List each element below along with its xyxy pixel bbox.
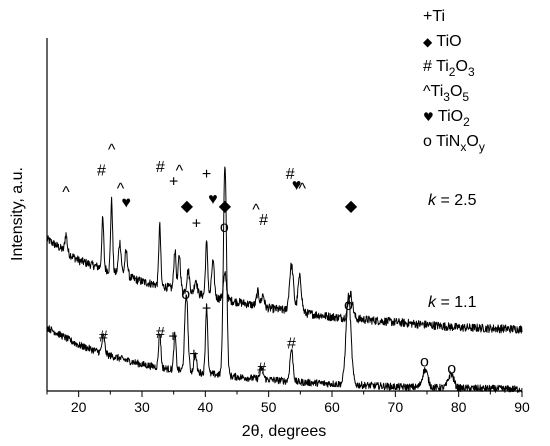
peak-marker: # [287,336,296,353]
peak-markers: ^#^^♥#+^◆++♥ ◆ ^##♥^◆# # +o++o##oo o [62,141,456,377]
legend-entry: o TiNx​Oy​ [423,133,485,154]
svg-text:o TiNx​Oy​: o TiNx​Oy​ [423,133,485,154]
peak-marker: # [99,329,108,346]
peak-marker: # [257,360,266,377]
x-tick-label: 20 [71,399,87,415]
peak-marker: # [156,159,165,176]
legend-formula-part: O [450,83,462,100]
legend-symbol: ◆ [423,35,433,49]
peak-marker: o [344,297,353,314]
legend-formula-part: TiO [438,108,463,125]
x-tick-label: 90 [514,399,530,415]
peak-marker: ♥ [208,191,218,208]
series-layer [46,166,523,393]
x-tick-label: 80 [451,399,467,415]
series-line-0 [46,196,523,334]
legend-symbol: # [423,58,432,75]
peak-marker: # [259,212,268,229]
svg-text:♥ TiO2​: ♥ TiO2​ [423,108,470,129]
legend-symbol: + [423,8,432,25]
peak-marker: # [286,166,295,183]
legend-formula-part: O [466,133,478,150]
x-tick-label: 50 [261,399,277,415]
legend-formula-part: 2 [463,115,470,129]
legend: +Ti◆ TiO# Ti2​O3​^Ti3​O5​♥ TiO2​o TiNx​O… [423,8,485,154]
svg-text:+Ti: +Ti [423,8,445,25]
svg-text:◆ TiO: ◆ TiO [423,33,462,50]
legend-formula-part: x [460,140,466,154]
peak-marker: ^ [176,163,184,180]
peak-marker: ^ [252,202,260,219]
peak-marker: ♥ [121,194,131,211]
legend-symbol: ♥ [423,110,434,124]
peak-marker: + [192,216,201,233]
legend-entry: ♥ TiO2​ [423,108,470,129]
svg-text:^Ti3​O5​: ^Ti3​O5​ [423,83,469,104]
legend-entry: +Ti [423,8,445,25]
legend-formula-part: Ti [432,8,445,25]
peak-marker: ^ [62,184,70,201]
legend-formula-part: TiO [436,33,461,50]
legend-entry: # Ti2​O3​ [423,58,475,79]
axes [46,38,522,392]
peak-marker: ♥ [292,177,302,194]
x-tick-label: 40 [198,399,214,415]
series-label: k = 2.5 [428,192,477,209]
x-ticks: 20 30 40 50 60 70 80 90 [46,391,530,415]
peak-marker: ^ [117,180,125,197]
peak-marker: # [97,163,106,180]
legend-formula-part: 2 [449,65,456,79]
peak-marker: ◆ [219,198,232,215]
series-line-1 [46,166,523,393]
peak-marker: + [168,329,177,346]
legend-formula-part: Ti [431,83,444,100]
peak-marker: + [189,346,198,363]
y-axis-label: Intensity, a.u. [9,167,26,261]
legend-formula-part: 3 [443,90,450,104]
x-tick-label: 70 [388,399,404,415]
legend-formula-part: TiN [436,133,460,150]
x-tick-label: 60 [324,399,340,415]
svg-text:# Ti2​O3​: # Ti2​O3​ [423,58,475,79]
peak-marker: o [181,286,190,303]
legend-entry: ◆ TiO [423,33,462,50]
peak-marker: ◆ [345,198,358,215]
legend-symbol: ^ [423,83,431,100]
x-axis-label: 2θ, degrees [242,423,327,440]
peak-marker: ^ [298,180,306,197]
series-label: k = 1.1 [428,294,477,311]
peak-marker: + [169,173,178,190]
legend-entry: ^Ti3​O5​ [423,83,469,104]
legend-formula-part: 5 [462,90,469,104]
peak-marker: o [220,219,229,236]
legend-formula-part: Ti [436,58,449,75]
legend-formula-part: y [479,140,485,154]
x-tick-label: 30 [134,399,150,415]
peak-marker: o [447,360,456,377]
peak-marker: ^ [108,141,116,158]
peak-marker: + [202,166,211,183]
legend-symbol: o [423,133,432,150]
legend-formula-part: 3 [468,65,475,79]
peak-marker: + [202,300,211,317]
series-labels: k = 2.5 k = 1.1 [428,192,477,311]
legend-formula-part: O [455,58,467,75]
peak-marker: o [420,353,429,370]
peak-marker: ◆ [181,198,194,215]
peak-marker: # [156,325,165,342]
